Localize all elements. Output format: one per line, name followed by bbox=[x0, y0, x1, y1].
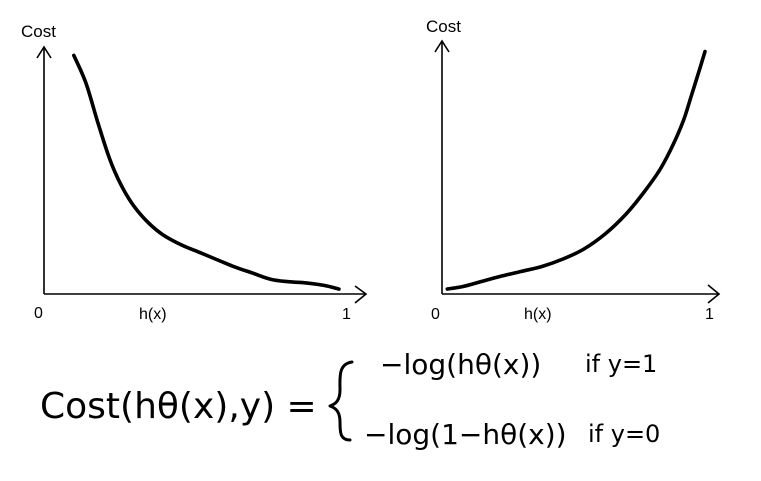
case-2-expression: −log(1−hθ(x)) bbox=[364, 418, 567, 451]
left-chart: Cost 0 h(x) 1 bbox=[21, 22, 368, 323]
left-y-axis-arrow bbox=[36, 45, 52, 59]
left-x-tick-1: 1 bbox=[342, 306, 351, 323]
right-y-axis-arrow bbox=[434, 39, 450, 53]
cost-formula: Cost(hθ(x),y) = −log(hθ(x)) if y=1 −log(… bbox=[40, 348, 660, 451]
right-cost-curve bbox=[445, 49, 707, 291]
formula-lhs: Cost(hθ(x),y) = bbox=[40, 386, 317, 427]
right-x-tick-1: 1 bbox=[705, 306, 714, 323]
right-x-tick-0: 0 bbox=[431, 306, 440, 323]
case-1-expression: −log(hθ(x)) bbox=[380, 348, 541, 381]
left-x-axis-label: h(x) bbox=[139, 306, 167, 323]
right-chart: Cost 0 h(x) 1 bbox=[426, 17, 721, 323]
right-x-axis-label: h(x) bbox=[524, 306, 552, 323]
right-y-axis-label: Cost bbox=[426, 17, 461, 36]
case-2-condition: if y=0 bbox=[588, 420, 660, 448]
right-x-axis-arrow bbox=[707, 284, 721, 304]
formula-brace bbox=[328, 360, 354, 442]
left-cost-curve bbox=[72, 53, 341, 291]
case-1-condition: if y=1 bbox=[585, 350, 657, 378]
left-x-tick-0: 0 bbox=[34, 305, 43, 322]
left-x-axis-arrow bbox=[354, 285, 368, 304]
left-y-axis-label: Cost bbox=[21, 22, 56, 41]
